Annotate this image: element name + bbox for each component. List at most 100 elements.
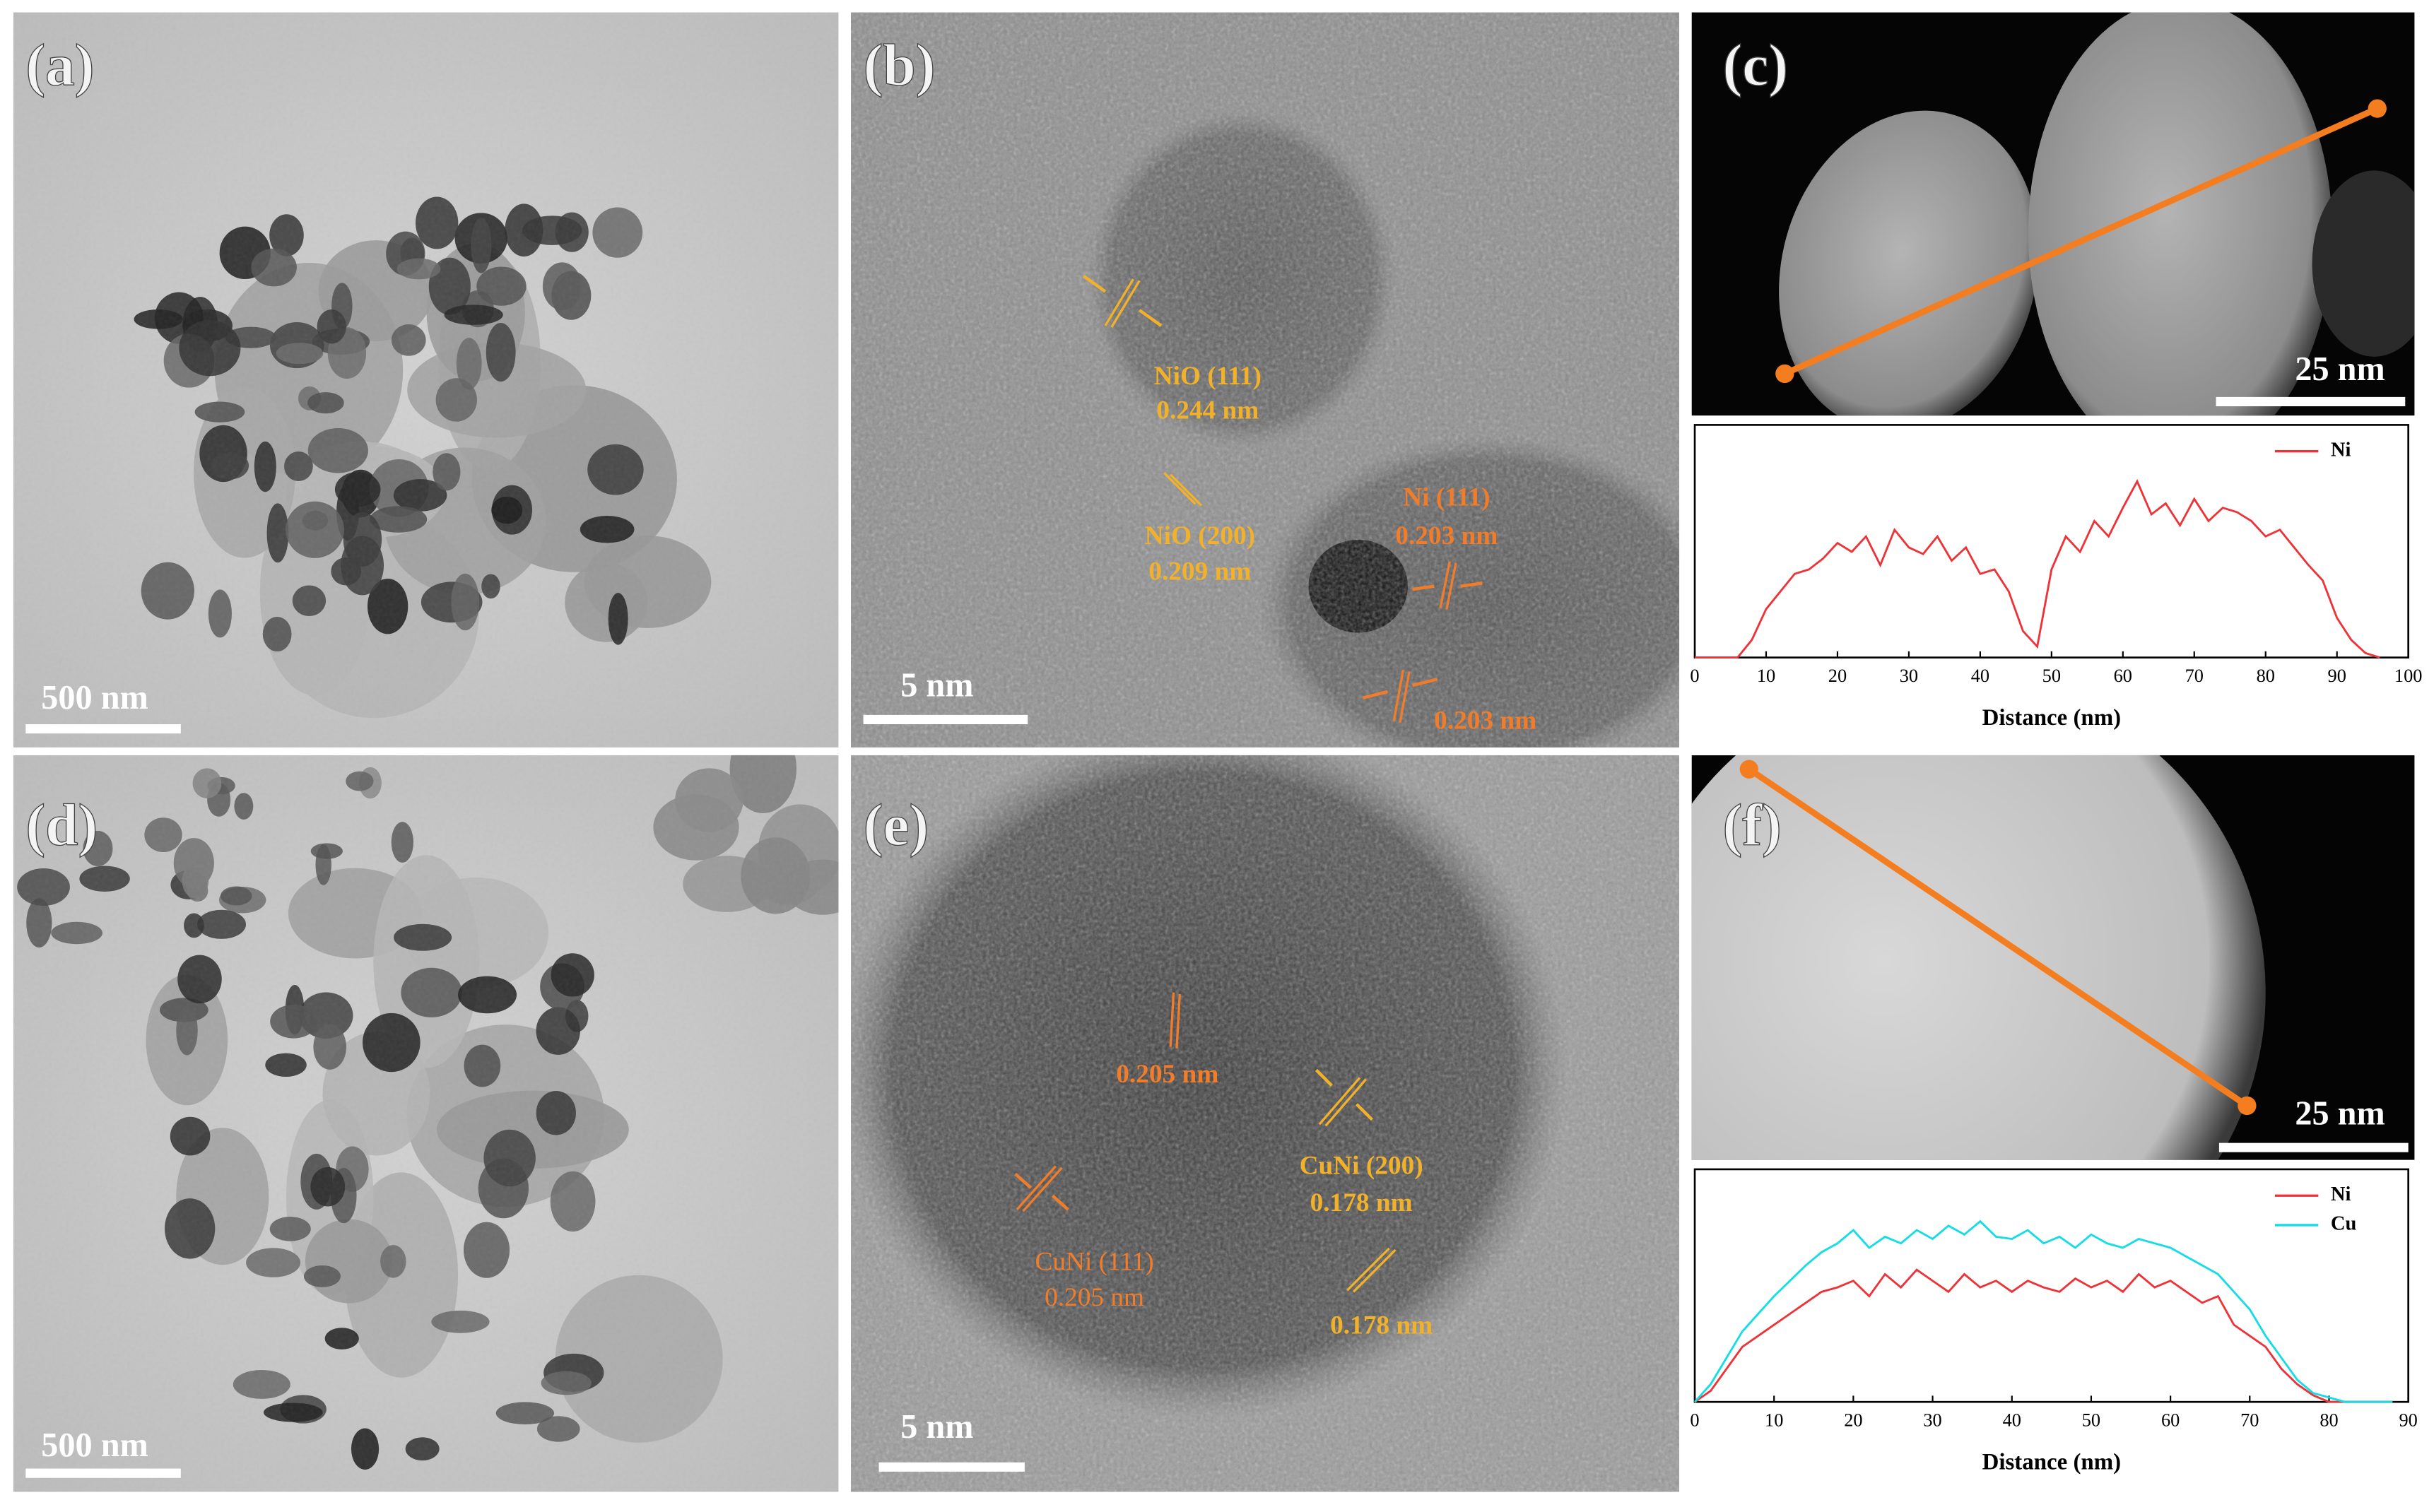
micrograph [851,755,1680,1492]
x-tick-label: 60 [2114,666,2132,686]
micrograph [851,12,1680,748]
annotation: 0.209 nm [1148,557,1251,586]
fringe [1169,992,1175,1047]
x-tick-label: 0 [1690,1410,1699,1431]
arrow [1138,309,1163,327]
panel-label: (b) [864,33,936,98]
fringe [1110,280,1141,328]
x-tick-label: 70 [2240,1410,2259,1431]
fringe [1163,472,1197,505]
scale-bar-label: 5 nm [900,1408,973,1446]
micrograph [13,755,839,1492]
fringe [1016,1165,1057,1211]
annotation: 0.178 nm [1310,1188,1413,1217]
chart-background [1691,422,2415,742]
fringe [1352,1248,1397,1293]
legend-label: Ni [2331,439,2351,461]
x-tick-label: 40 [1971,666,1989,686]
legend-label: Cu [2331,1212,2357,1234]
image-bg [851,755,1680,1492]
x-tick-label: 90 [2399,1410,2417,1431]
x-tick-label: 30 [1923,1410,1941,1431]
fringe [1175,993,1181,1049]
arrow [1082,274,1107,293]
annotation: 0.203 nm [1434,706,1536,735]
line-scan [1747,767,2249,1109]
plot-frame [1693,1168,2409,1403]
arrow [1014,1172,1033,1189]
x-tick-label: 20 [1828,666,1847,686]
line-scan-end [2238,1096,2257,1116]
fringe [1445,562,1457,610]
x-tick-label: 20 [1844,1410,1862,1431]
x-tick-label: 80 [2320,1410,2338,1431]
annotation: 0.205 nm [1116,1060,1218,1089]
image-bg [13,755,839,1492]
particle [2312,170,2415,357]
x-axis-label: Distance (nm) [1982,705,2122,731]
arrow [1051,1194,1069,1211]
line-scan-end [1739,760,1759,779]
image-bg [13,12,839,748]
line-scan [1783,105,2379,377]
annotation: NiO (200) [1145,521,1255,550]
x-tick-label: 0 [1690,666,1699,686]
arrow [1412,678,1438,687]
arrow [1355,1103,1374,1121]
annotation: 0.178 nm [1330,1311,1433,1340]
panel-label: (f) [1723,793,1782,858]
arrow [1362,690,1388,699]
x-tick-label: 50 [2042,666,2061,686]
panel-label: (c) [1723,33,1789,98]
annotation: 0.244 nm [1156,396,1259,425]
micrograph [1691,755,2415,1160]
x-tick-label: 100 [2394,666,2423,686]
annotation: Ni (111) [1403,483,1490,512]
fringe [1346,1247,1390,1292]
fringe [1439,561,1451,608]
micrograph [13,12,839,748]
scale-bar-label: 25 nm [2295,1094,2385,1132]
annotation: 0.205 nm [1045,1283,1144,1312]
arrow [1460,581,1483,588]
particle [1691,755,2266,1160]
image-bg [851,12,1680,748]
fringe [1104,278,1134,326]
fringe [1399,671,1411,723]
scale-bar-label: 500 nm [41,1427,148,1464]
line-scan-end [2368,99,2387,118]
series-line [1693,1219,2393,1403]
x-tick-label: 60 [2161,1410,2180,1431]
x-tick-label: 30 [1900,666,1918,686]
annotation: 0.203 nm [1395,521,1498,550]
scale-bar-label: 500 nm [41,679,148,716]
line-scan-end [1775,364,1794,384]
fringe [1169,473,1203,507]
series-line [1694,1268,2393,1403]
arrow [1315,1068,1333,1087]
fringe [1392,669,1405,721]
legend-label: Ni [2331,1183,2351,1205]
fringe [1324,1078,1367,1127]
x-tick-label: 10 [1757,666,1775,686]
particle [1779,110,2039,416]
fringe [1022,1167,1063,1212]
fringe [1318,1077,1361,1126]
chart-background [1691,1166,2415,1492]
arrow [1412,584,1435,591]
annotation: CuNi (111) [1035,1247,1154,1276]
x-axis-label: Distance (nm) [1982,1450,2122,1475]
scale-bar-label: 5 nm [900,667,973,704]
particle [2028,12,2333,416]
panel-label: (e) [864,793,929,858]
x-tick-label: 50 [2082,1410,2100,1431]
scale-bar-label: 25 nm [2295,350,2385,388]
annotation: CuNi (200) [1300,1151,1423,1180]
annotation: NiO (111) [1154,362,1262,391]
x-tick-label: 10 [1765,1410,1783,1431]
x-tick-label: 70 [2185,666,2204,686]
series-line [1695,479,2380,659]
x-tick-label: 80 [2257,666,2275,686]
